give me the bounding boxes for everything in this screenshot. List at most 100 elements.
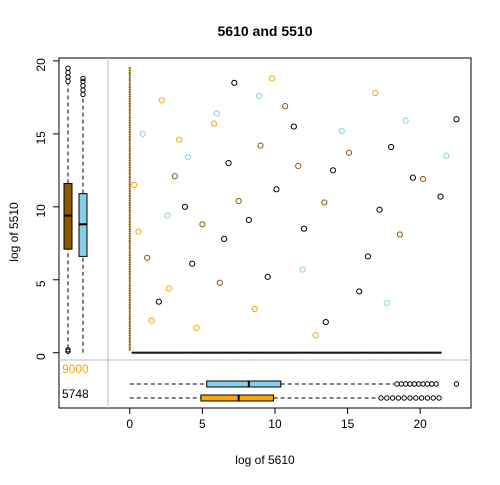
zero-strip-point <box>128 90 131 94</box>
zero-strip-point <box>139 351 142 354</box>
zero-strip-point <box>128 152 131 155</box>
zero-strip-point <box>274 351 278 354</box>
scatter-point-2-4 <box>176 136 183 143</box>
zero-strip-point <box>394 351 398 354</box>
zero-strip-point <box>128 294 131 297</box>
x-box-outlier-1-7 <box>418 395 425 401</box>
scatter-point-2-6 <box>251 305 258 313</box>
zero-strip-point <box>327 351 330 354</box>
zero-strip-point <box>128 341 131 344</box>
zero-strip-point <box>128 76 131 79</box>
zero-strip-point <box>412 351 415 354</box>
plot-frame <box>58 57 472 409</box>
zero-strip-point <box>321 351 324 354</box>
zero-strip-point <box>224 351 227 354</box>
scatter-layer <box>131 75 460 339</box>
scatter-point-3-0 <box>184 154 191 161</box>
zero-strip-point <box>243 351 247 354</box>
zero-strip-point <box>128 119 131 122</box>
zero-strip-point <box>358 351 361 354</box>
zero-strip-point <box>414 351 417 354</box>
scatter-point-0-8 <box>409 174 417 181</box>
scatter-point-1-6 <box>345 149 353 156</box>
scatter-point-3-3 <box>164 212 171 219</box>
zero-strip-point <box>141 351 144 354</box>
scatter-point-0-10 <box>155 298 162 305</box>
zero-strip-point <box>128 147 131 150</box>
zero-strip-point <box>128 277 131 280</box>
zero-strip-point <box>437 351 440 354</box>
scatter-point-1-9 <box>144 254 151 261</box>
zero-strip-point <box>220 351 223 354</box>
zero-strip-point <box>239 351 243 354</box>
zero-strip-point <box>330 351 334 354</box>
x-box-outlier-0-7 <box>424 381 431 387</box>
zero-strip-point <box>191 351 194 354</box>
zero-strip-point <box>128 102 131 105</box>
zero-strip-point <box>128 78 131 82</box>
zero-strip-point <box>154 351 158 354</box>
zero-strip-point <box>128 249 131 252</box>
zero-strip-point <box>383 351 386 354</box>
zero-strip-point <box>156 351 160 354</box>
zero-strip-point <box>128 71 131 75</box>
zero-strip-point <box>170 351 173 354</box>
zero-strip-point <box>128 100 131 103</box>
zero-strip-point <box>131 351 134 354</box>
zero-strip-point <box>128 88 131 91</box>
scatter-point-0-6 <box>329 167 337 174</box>
zero-strip-point <box>214 351 218 354</box>
scatter-point-1-5 <box>321 199 328 206</box>
zero-strip-point <box>128 199 131 202</box>
zero-strip-point <box>400 351 403 354</box>
zero-strip-point <box>315 351 318 354</box>
zero-strip-point <box>367 351 371 354</box>
zero-strip-point <box>128 301 131 304</box>
zero-strip-point <box>146 351 150 354</box>
zero-strip-point <box>313 351 316 354</box>
scatter-point-0-7 <box>376 206 383 213</box>
x-axis-label: log of 5610 <box>235 453 295 467</box>
zero-strip-point <box>128 121 131 124</box>
zero-strip-point <box>361 351 365 354</box>
scatter-point-2-1 <box>165 285 173 292</box>
zero-strip-point <box>226 351 229 354</box>
x-box-outlier-1-10 <box>436 395 442 401</box>
y-box-outlier-1-4 <box>80 75 86 82</box>
zero-strip-point <box>128 332 131 335</box>
y-box-outlier-0-3 <box>65 74 71 80</box>
zero-strip-point <box>128 192 131 195</box>
zero-strip-point <box>247 351 251 354</box>
zero-strip-point <box>425 351 429 354</box>
scatter-point-3-8 <box>139 130 146 137</box>
zero-strip-point <box>128 85 131 89</box>
zero-strip-point <box>128 220 131 224</box>
zero-strip-point <box>128 190 131 193</box>
scatter-point-1-8 <box>396 231 403 238</box>
zero-strip-point <box>128 244 131 247</box>
zero-strip-point <box>203 351 206 354</box>
zero-strip-point <box>286 351 289 354</box>
scatter-point-3-5 <box>402 117 409 124</box>
zero-strip-point <box>128 156 131 160</box>
zero-strip-point <box>164 351 167 354</box>
x-box-outlier-1-4 <box>401 395 407 401</box>
x-box-outlier-0-0 <box>394 381 400 387</box>
scatter-point-1-7 <box>216 279 223 286</box>
zero-strip-point <box>128 185 131 188</box>
zero-strip-point <box>317 351 320 354</box>
zero-strip-point <box>128 173 131 176</box>
y-box-outlier-1-1 <box>80 87 86 93</box>
scatter-point-2-8 <box>312 332 319 339</box>
axes-layer: 0 5 10 15 20 0 5 10 15 20 <box>34 58 427 431</box>
zero-strip-point <box>128 287 131 290</box>
zero-strip-point <box>183 351 187 354</box>
zero-strip-point <box>418 351 421 354</box>
zero-strip-point <box>128 74 131 77</box>
zero-strip-point <box>284 351 287 354</box>
scatter-point-2-10 <box>131 181 138 189</box>
zero-strip-point <box>128 282 131 285</box>
y-box-outlier-1-3 <box>80 78 86 85</box>
zero-strip-point <box>249 351 252 354</box>
zero-strip-point <box>128 256 131 259</box>
